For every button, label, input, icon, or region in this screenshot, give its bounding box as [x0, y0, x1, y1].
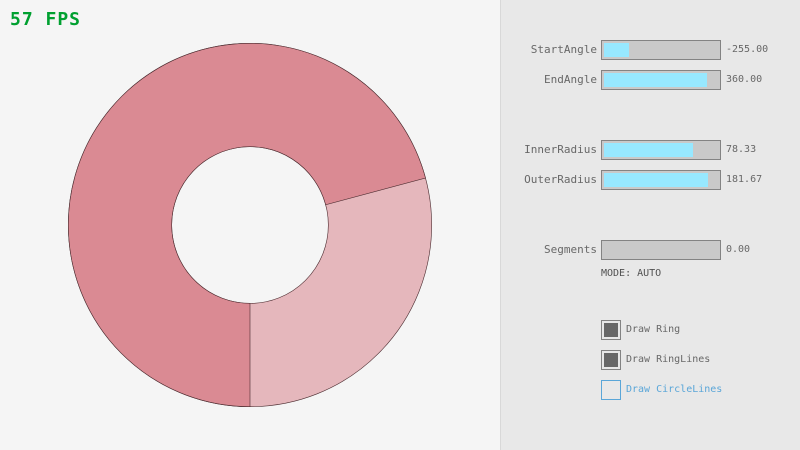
checkbox-label[interactable]: Draw Ring	[626, 324, 681, 335]
slider-value: 181.67	[726, 174, 763, 185]
fps-counter: 57 FPS	[10, 9, 82, 30]
draw-circlelines-checkbox[interactable]	[601, 380, 621, 400]
ring-dark-segment	[68, 43, 426, 407]
slider-segments: Segments 0.00	[501, 240, 800, 260]
inner-radius-slider[interactable]	[601, 140, 721, 160]
slider-label: OuterRadius	[524, 173, 597, 186]
checkbox-label[interactable]: Draw CircleLines	[626, 384, 723, 395]
slider-value: -255.00	[726, 44, 769, 55]
slider-outer-radius: OuterRadius 181.67	[501, 170, 800, 190]
mode-label: MODE: AUTO	[601, 268, 662, 279]
ring-canvas	[68, 43, 432, 407]
end-angle-slider[interactable]	[601, 70, 721, 90]
slider-start-angle: StartAngle -255.00	[501, 40, 800, 60]
slider-value: 78.33	[726, 144, 757, 155]
outer-radius-slider[interactable]	[601, 170, 721, 190]
checkbox-label[interactable]: Draw RingLines	[626, 354, 711, 365]
controls-panel: StartAngle -255.00 EndAngle 360.00 Inner…	[500, 0, 800, 450]
slider-label: InnerRadius	[524, 143, 597, 156]
slider-label: EndAngle	[544, 73, 597, 86]
slider-inner-radius: InnerRadius 78.33	[501, 140, 800, 160]
slider-value: 0.00	[726, 244, 751, 255]
slider-end-angle: EndAngle 360.00	[501, 70, 800, 90]
slider-label: StartAngle	[530, 43, 597, 56]
draw-ringlines-checkbox[interactable]	[601, 350, 621, 370]
start-angle-slider[interactable]	[601, 40, 721, 60]
slider-value: 360.00	[726, 74, 763, 85]
segments-slider[interactable]	[601, 240, 721, 260]
slider-label: Segments	[544, 243, 597, 256]
draw-ring-checkbox[interactable]	[601, 320, 621, 340]
